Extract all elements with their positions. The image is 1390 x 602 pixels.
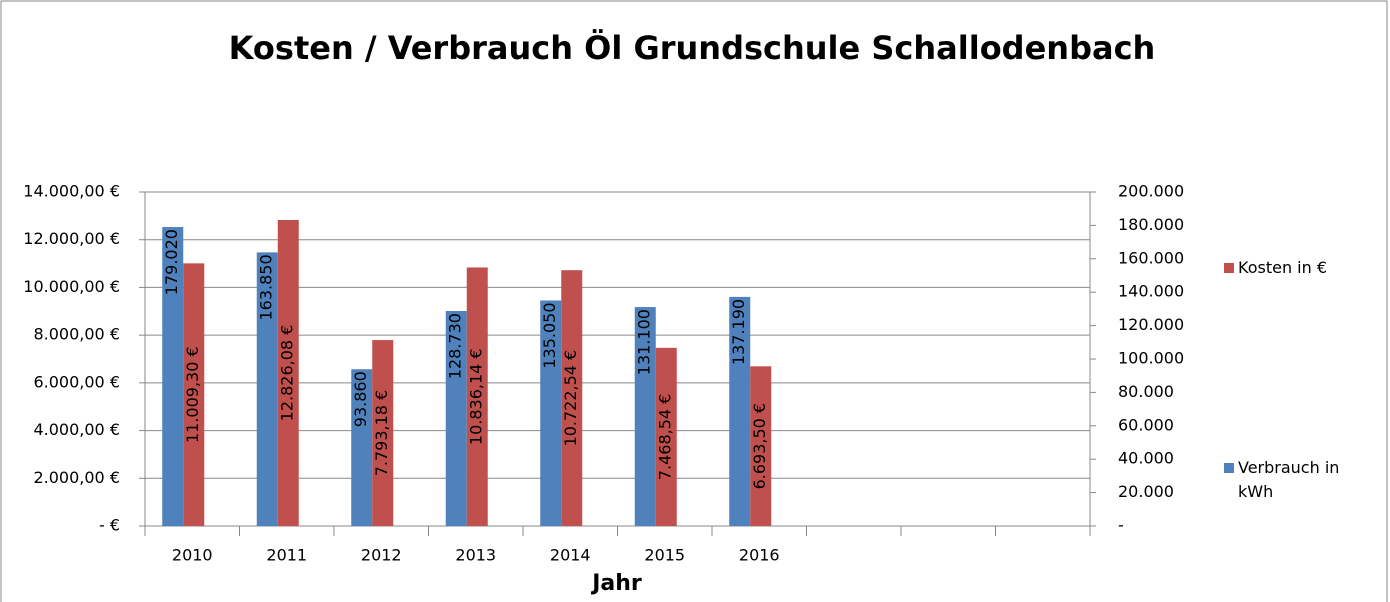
x-tick-label: 2010 [172, 546, 213, 565]
y2-tick-label: 20.000 [1118, 482, 1174, 501]
bar [351, 369, 373, 526]
bar [466, 267, 488, 526]
bar [277, 220, 299, 526]
data-label: 135.050 [540, 302, 559, 368]
data-label: 93.860 [351, 371, 370, 427]
y-tick-label: 12.000,00 € [23, 229, 120, 248]
data-label: 128.730 [446, 313, 465, 379]
bar [655, 347, 677, 526]
data-label: 131.100 [635, 309, 654, 375]
bar [256, 252, 278, 527]
chart-title: Kosten / Verbrauch Öl Grundschule Schall… [229, 29, 1156, 67]
legend-label: Verbrauch in kWh [1238, 458, 1340, 501]
bar [634, 307, 656, 526]
x-tick-label: 2015 [644, 546, 685, 565]
y2-tick-label: 140.000 [1118, 282, 1184, 301]
data-label: 163.850 [257, 254, 276, 320]
y-tick-label: 14.000,00 € [23, 182, 120, 201]
data-label: 6.693,50 € [750, 403, 769, 490]
bar [561, 270, 583, 526]
legend-swatch [1224, 463, 1234, 473]
y2-tick-label: 120.000 [1118, 315, 1184, 334]
y2-tick-label: 40.000 [1118, 449, 1174, 468]
x-tick-label: 2012 [361, 546, 402, 565]
data-label: 10.836,14 € [467, 348, 486, 445]
data-label: 11.009,30 € [183, 346, 202, 443]
data-label: 7.793,18 € [372, 390, 391, 477]
y2-tick-label: 100.000 [1118, 349, 1184, 368]
x-tick-label: 2011 [266, 546, 307, 565]
x-tick-label: 2016 [739, 546, 780, 565]
data-label: 7.468,54 € [656, 394, 675, 481]
data-label: 10.722,54 € [561, 350, 580, 447]
bar [729, 296, 751, 526]
x-axis-title: Jahr [590, 571, 642, 596]
data-label: 179.020 [162, 229, 181, 295]
data-label: 12.826,08 € [278, 325, 297, 422]
y-tick-label: 6.000,00 € [33, 372, 120, 391]
y-tick-label: - € [99, 516, 120, 535]
y2-tick-label: 180.000 [1118, 215, 1184, 234]
y-tick-label: 4.000,00 € [33, 420, 120, 439]
bar [540, 300, 562, 526]
legend-label: Kosten in € [1238, 258, 1328, 277]
y2-tick-label: 200.000 [1118, 182, 1184, 201]
bar [750, 366, 772, 526]
data-label: 137.190 [729, 299, 748, 365]
y-tick-label: 2.000,00 € [33, 468, 120, 487]
legend-swatch [1224, 263, 1234, 273]
y-tick-label: 8.000,00 € [33, 325, 120, 344]
bar [162, 227, 184, 526]
x-tick-label: 2014 [550, 546, 591, 565]
bar [372, 340, 394, 526]
y2-tick-label: 60.000 [1118, 415, 1174, 434]
bar [445, 311, 467, 526]
bar [183, 263, 205, 526]
x-tick-label: 2013 [455, 546, 496, 565]
y2-tick-label: - [1118, 516, 1124, 535]
y2-tick-label: 80.000 [1118, 382, 1174, 401]
y-tick-label: 10.000,00 € [23, 277, 120, 296]
y2-tick-label: 160.000 [1118, 248, 1184, 267]
